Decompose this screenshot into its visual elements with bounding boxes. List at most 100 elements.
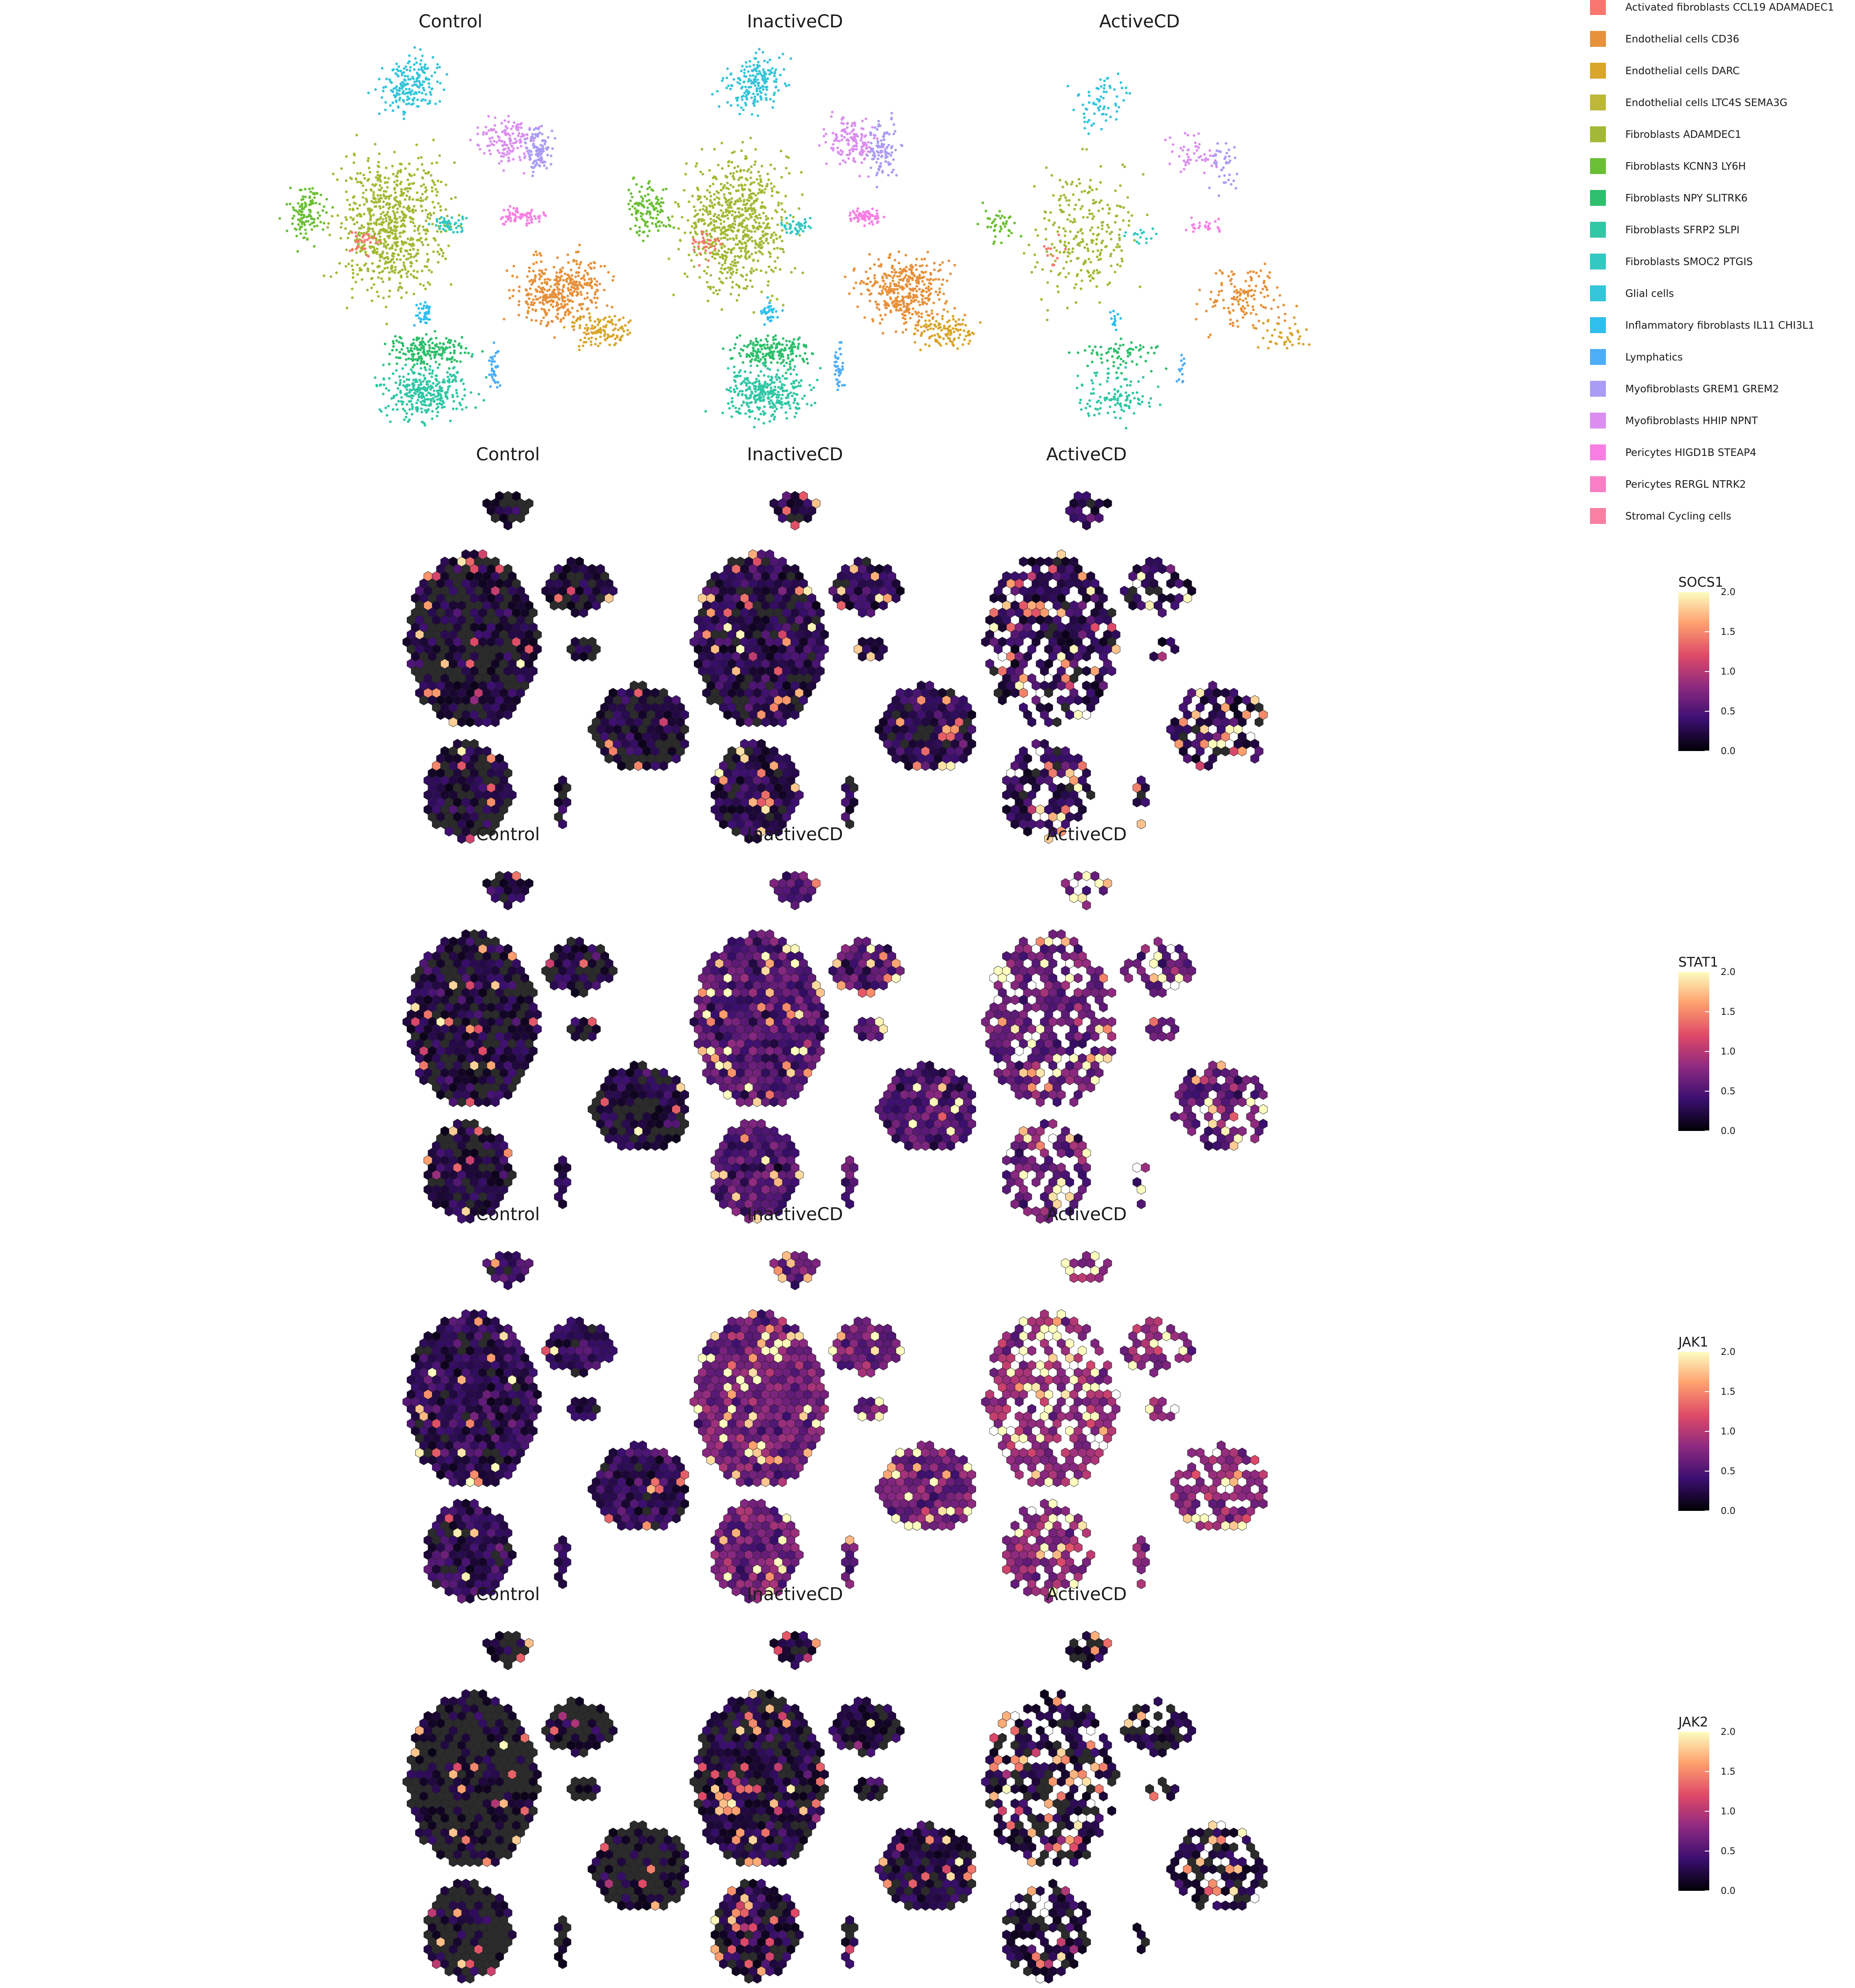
umap-point: [725, 186, 728, 190]
umap-point: [421, 209, 424, 212]
umap-point: [556, 312, 560, 315]
umap-point: [561, 288, 564, 292]
umap-point: [898, 271, 901, 274]
umap-point: [713, 198, 716, 201]
umap-point: [376, 247, 379, 250]
umap-point: [875, 174, 878, 177]
umap-point: [924, 270, 927, 273]
umap-point: [723, 268, 726, 271]
umap-point: [734, 406, 737, 410]
umap-point: [665, 187, 668, 190]
umap-point: [507, 133, 510, 136]
umap-point: [802, 358, 805, 361]
umap-point: [370, 200, 373, 203]
umap-point: [396, 201, 399, 204]
umap-point: [896, 275, 899, 278]
umap-point: [894, 304, 897, 307]
umap-point: [421, 387, 424, 390]
umap-point: [388, 363, 391, 366]
umap-point: [718, 197, 721, 200]
umap-point: [426, 363, 429, 366]
umap-point: [431, 341, 434, 345]
umap-point: [490, 369, 493, 372]
umap-point: [424, 317, 427, 320]
umap-point: [446, 371, 449, 374]
umap-point: [749, 394, 752, 397]
umap-point: [890, 154, 893, 157]
umap-point: [861, 119, 864, 122]
umap-point: [373, 248, 376, 251]
umap-point: [792, 382, 795, 385]
umap-point: [763, 71, 766, 74]
umap-point: [928, 337, 931, 340]
umap-point: [378, 78, 381, 80]
umap-point: [704, 410, 707, 413]
umap-point: [871, 285, 874, 288]
umap-point: [795, 379, 798, 382]
umap-point: [387, 405, 390, 408]
umap-point: [418, 391, 421, 395]
umap-point: [774, 338, 777, 341]
umap-point: [697, 245, 700, 248]
umap-point: [761, 392, 764, 395]
umap-point: [570, 285, 573, 288]
umap-point: [406, 237, 409, 240]
umap-point: [697, 198, 700, 201]
umap-point: [434, 239, 437, 242]
umap-point: [583, 278, 586, 281]
umap-point: [730, 84, 733, 87]
umap-point: [420, 241, 424, 244]
umap-point: [422, 374, 425, 377]
umap-point: [447, 244, 450, 247]
umap-point: [749, 176, 752, 179]
umap-point: [550, 129, 553, 133]
umap-point: [869, 131, 872, 134]
umap-point: [386, 211, 389, 214]
umap-point: [318, 202, 321, 205]
umap-point: [436, 190, 439, 193]
umap-point: [413, 347, 416, 350]
umap-point: [439, 394, 443, 397]
umap-point: [741, 64, 744, 68]
umap-point: [785, 402, 788, 406]
umap-point: [702, 236, 705, 239]
umap-point: [799, 228, 803, 231]
umap-point: [872, 157, 875, 160]
umap-point: [493, 360, 496, 363]
umap-point: [920, 312, 923, 315]
umap-point: [771, 217, 773, 220]
umap-point: [347, 262, 350, 266]
umap-point: [740, 87, 743, 90]
umap-point: [420, 204, 423, 207]
umap-point: [748, 387, 751, 391]
umap-point: [415, 338, 418, 341]
umap-point: [860, 133, 863, 136]
umap-point: [555, 271, 558, 274]
umap-point: [571, 294, 574, 297]
umap-point: [604, 338, 607, 341]
umap-point: [835, 134, 838, 137]
umap-point: [770, 414, 773, 417]
umap-point: [413, 391, 416, 395]
umap-point: [404, 216, 407, 219]
umap-point: [890, 171, 893, 174]
umap-point: [582, 315, 585, 319]
umap-point: [887, 144, 890, 147]
umap-point: [899, 267, 902, 270]
umap-point: [738, 334, 742, 337]
umap-point: [729, 357, 732, 360]
umap-point: [392, 372, 394, 375]
umap-point: [752, 207, 755, 210]
umap-point: [869, 267, 872, 270]
umap-point: [579, 324, 582, 327]
umap-point: [390, 267, 393, 270]
umap-point: [745, 97, 748, 100]
umap-point: [492, 371, 496, 374]
umap-point: [743, 344, 746, 347]
umap-point: [462, 382, 465, 385]
umap-point: [425, 311, 428, 314]
umap-point: [893, 130, 897, 133]
umap-point: [720, 308, 723, 311]
umap-point: [363, 233, 366, 236]
umap-point: [648, 186, 651, 189]
